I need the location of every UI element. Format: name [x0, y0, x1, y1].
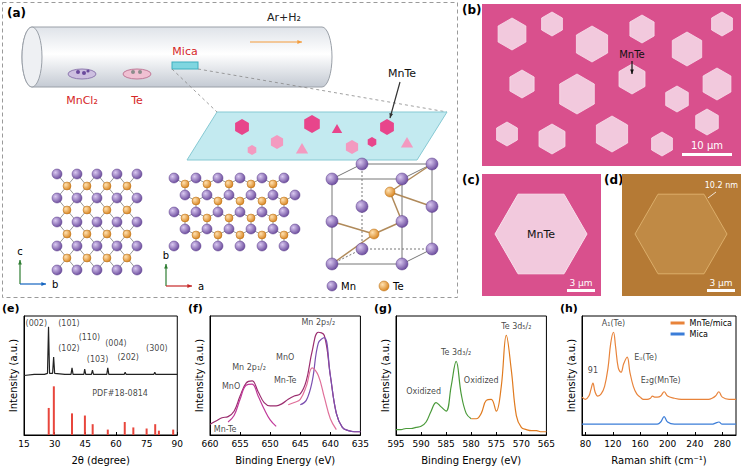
svg-text:MnCl₂: MnCl₂: [66, 94, 98, 107]
svg-text:Raman shift (cm⁻¹): Raman shift (cm⁻¹): [611, 455, 706, 466]
svg-text:E₂g(MnTe): E₂g(MnTe): [641, 376, 681, 385]
svg-text:Intensity (a.u.): Intensity (a.u.): [194, 339, 205, 412]
svg-text:Binding Energy (eV): Binding Energy (eV): [421, 455, 521, 466]
svg-text:(300): (300): [146, 344, 168, 353]
svg-text:MnTe: MnTe: [527, 228, 555, 241]
svg-text:MnO: MnO: [222, 382, 240, 391]
svg-text:(101): (101): [58, 319, 80, 328]
svg-text:Intensity (a.u.): Intensity (a.u.): [8, 339, 19, 412]
svg-text:Te 3d₅/₂: Te 3d₅/₂: [500, 322, 531, 331]
svg-text:Oxidized: Oxidized: [464, 376, 499, 385]
svg-text:Te: Te: [130, 94, 143, 107]
svg-text:Mn 2p₁/₂: Mn 2p₁/₂: [232, 363, 266, 372]
svg-text:2θ (degree): 2θ (degree): [71, 455, 130, 466]
svg-text:A₁(Te): A₁(Te): [602, 319, 625, 328]
svg-text:(103): (103): [87, 355, 109, 364]
svg-text:60: 60: [110, 439, 122, 449]
svg-text:120: 120: [604, 439, 621, 449]
svg-text:MnO: MnO: [276, 353, 294, 362]
svg-text:565: 565: [538, 439, 555, 449]
svg-text:645: 645: [292, 439, 309, 449]
svg-text:3 μm: 3 μm: [569, 278, 592, 288]
svg-text:Mn-Te: Mn-Te: [214, 425, 237, 434]
svg-text:575: 575: [488, 439, 505, 449]
svg-text:(h): (h): [560, 302, 578, 315]
svg-text:PDF#18-0814: PDF#18-0814: [92, 389, 148, 398]
svg-text:MnTe/mica: MnTe/mica: [690, 319, 733, 328]
svg-text:(110): (110): [79, 333, 101, 342]
svg-text:Mn: Mn: [341, 281, 356, 292]
svg-text:Eᵤ(Te): Eᵤ(Te): [634, 353, 657, 362]
svg-text:570: 570: [513, 439, 530, 449]
svg-text:MnTe: MnTe: [388, 67, 416, 80]
svg-text:Oxidized: Oxidized: [406, 387, 441, 396]
svg-text:650: 650: [262, 439, 279, 449]
svg-text:b: b: [52, 279, 58, 290]
svg-text:660: 660: [201, 439, 218, 449]
svg-text:160: 160: [632, 439, 649, 449]
svg-text:Te 3d₃/₂: Te 3d₃/₂: [440, 348, 471, 357]
svg-text:30: 30: [49, 439, 61, 449]
svg-text:90: 90: [172, 439, 184, 449]
svg-text:(b): (b): [462, 3, 482, 17]
svg-text:a: a: [198, 281, 204, 292]
svg-text:80: 80: [580, 439, 592, 449]
svg-text:Intensity (a.u.): Intensity (a.u.): [566, 339, 577, 412]
svg-text:640: 640: [322, 439, 339, 449]
svg-text:Mn 2p₃/₂: Mn 2p₃/₂: [301, 318, 335, 327]
svg-text:240: 240: [686, 439, 703, 449]
svg-text:(002): (002): [26, 319, 48, 328]
svg-text:c: c: [17, 246, 23, 257]
svg-text:585: 585: [438, 439, 455, 449]
svg-text:(102): (102): [58, 344, 80, 353]
svg-text:635: 635: [352, 439, 369, 449]
svg-text:15: 15: [18, 439, 29, 449]
svg-text:MnTe: MnTe: [619, 49, 645, 60]
svg-text:Intensity (a.u.): Intensity (a.u.): [380, 339, 391, 412]
svg-text:655: 655: [231, 439, 248, 449]
svg-text:10 μm: 10 μm: [691, 140, 723, 151]
svg-text:(f): (f): [188, 302, 203, 315]
svg-text:(g): (g): [374, 302, 392, 315]
svg-text:(d): (d): [604, 173, 624, 187]
svg-text:280: 280: [714, 439, 731, 449]
svg-text:Mn-Te: Mn-Te: [274, 376, 297, 385]
svg-text:Mica: Mica: [172, 45, 197, 58]
svg-text:590: 590: [412, 439, 429, 449]
svg-text:580: 580: [463, 439, 480, 449]
svg-text:Binding Energy (eV): Binding Energy (eV): [235, 455, 335, 466]
svg-text:200: 200: [659, 439, 676, 449]
svg-text:(a): (a): [7, 6, 26, 20]
svg-text:(004): (004): [105, 339, 127, 348]
svg-text:(202): (202): [117, 353, 139, 362]
svg-text:75: 75: [141, 439, 152, 449]
svg-text:3 μm: 3 μm: [709, 278, 732, 288]
svg-text:Te: Te: [392, 281, 404, 292]
svg-text:b: b: [163, 250, 169, 261]
svg-text:91: 91: [588, 366, 598, 375]
svg-text:Ar+H₂: Ar+H₂: [267, 11, 301, 24]
svg-text:Mica: Mica: [690, 330, 709, 339]
svg-text:10.2 nm: 10.2 nm: [705, 181, 738, 190]
svg-text:595: 595: [387, 439, 404, 449]
svg-text:(c): (c): [462, 173, 480, 187]
svg-text:45: 45: [80, 439, 91, 449]
svg-text:(e): (e): [2, 302, 20, 315]
